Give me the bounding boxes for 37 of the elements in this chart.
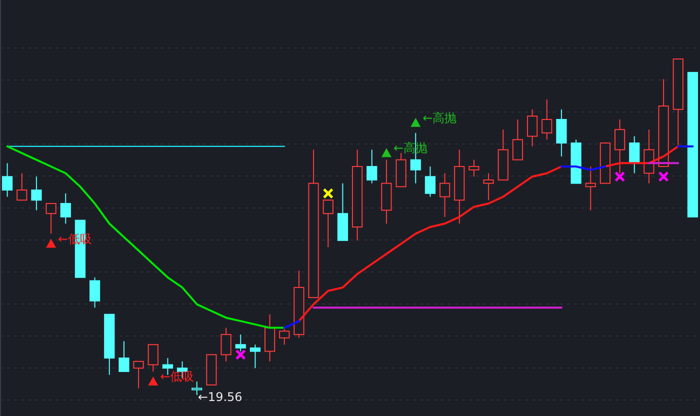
point: [410, 118, 421, 127]
candlestick: [512, 118, 524, 160]
candlestick: [16, 172, 28, 201]
point: [148, 376, 158, 386]
candlestick: [89, 276, 100, 308]
candlestick: [148, 344, 158, 372]
candlestick: [629, 136, 640, 174]
candlestick: [366, 149, 378, 184]
candlestick: [118, 340, 130, 372]
candlestick: [2, 162, 13, 198]
point: [46, 238, 56, 248]
series-label: ←低吸: [160, 370, 194, 384]
point: [381, 148, 392, 158]
candlestick: [556, 108, 567, 157]
point: [614, 172, 625, 182]
text: ←高抛: [422, 110, 457, 125]
point: [323, 188, 334, 198]
candlestick: [526, 108, 538, 147]
candlestick: [585, 166, 596, 211]
candlestick: [439, 172, 450, 218]
candlestick: [468, 159, 480, 178]
candlestick: [250, 344, 261, 369]
candlestick: [279, 327, 290, 346]
candlestick: [31, 176, 42, 211]
annotation: ←19.56: [198, 390, 242, 404]
candlestick: [133, 360, 144, 389]
candlestick: [483, 172, 494, 201]
candlestick: [60, 192, 71, 224]
candlestick: [46, 202, 56, 234]
candlestick: [322, 200, 334, 248]
candlestick: [644, 129, 654, 184]
point: [658, 172, 669, 182]
candlestick: [542, 98, 552, 140]
candlestick: [424, 166, 436, 198]
candlestick: [264, 314, 276, 362]
candlestick: [220, 327, 232, 362]
point: [236, 350, 246, 360]
